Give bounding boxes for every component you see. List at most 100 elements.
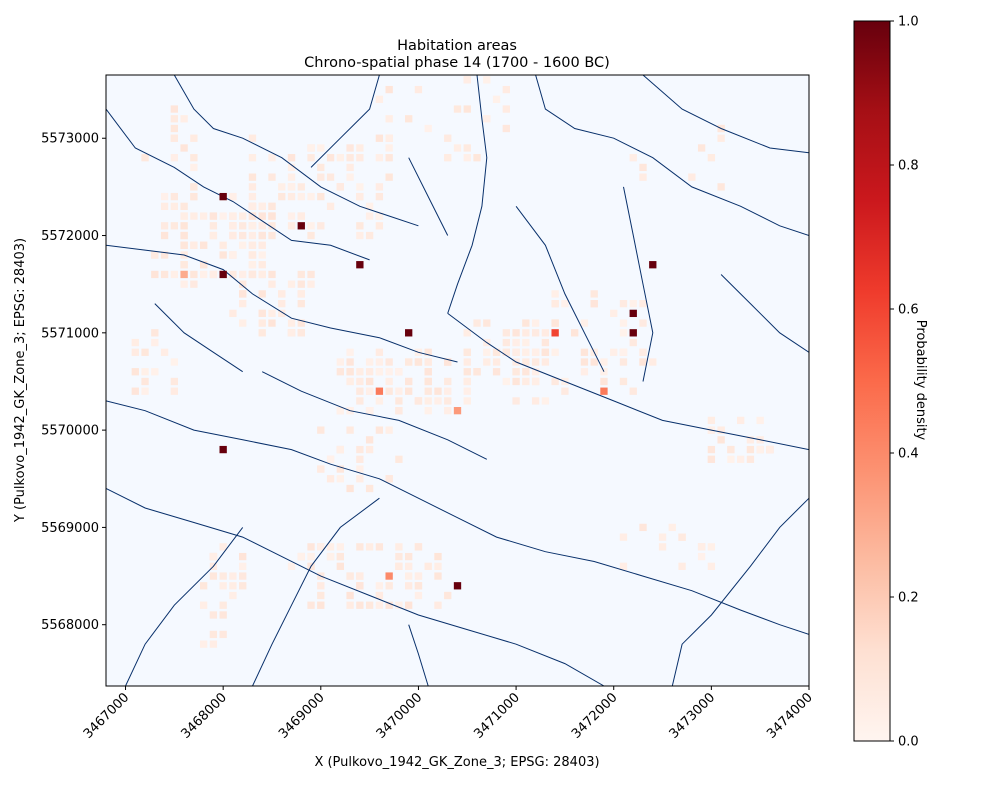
low-density-cell-554 (131, 387, 139, 395)
low-density-cell-511 (727, 445, 735, 454)
low-density-cell-482 (239, 552, 247, 561)
low-density-cell-451 (297, 552, 305, 561)
low-density-cell-477 (209, 572, 218, 580)
density-cell-8 (219, 445, 227, 454)
low-density-cell-156 (346, 144, 354, 152)
low-density-cell-44 (229, 270, 237, 279)
low-density-cell-597 (336, 445, 344, 454)
low-density-cell-309 (531, 368, 540, 376)
low-density-cell-571 (697, 552, 706, 561)
low-density-cell-345 (629, 338, 637, 347)
low-density-cell-109 (170, 202, 179, 210)
low-density-cell-517 (766, 445, 774, 454)
low-density-cell-535 (453, 105, 462, 113)
colorbar-label: Probability density (913, 320, 928, 441)
density-cell-12 (600, 387, 608, 395)
low-density-cell-34 (160, 192, 169, 201)
low-density-cell-209 (297, 319, 305, 327)
low-density-cell-56 (180, 231, 188, 240)
low-density-cell-543 (385, 115, 393, 123)
low-density-cell-423 (375, 601, 384, 609)
low-density-cell-519 (756, 416, 764, 425)
low-density-cell-102 (229, 212, 237, 220)
low-density-cell-520 (444, 134, 452, 142)
low-density-cell-254 (424, 407, 432, 415)
low-density-cell-144 (375, 183, 384, 191)
low-density-cell-171 (356, 192, 364, 201)
low-density-cell-565 (658, 543, 667, 551)
low-density-cell-285 (336, 368, 344, 376)
low-density-cell-431 (434, 572, 442, 580)
low-density-cell-461 (405, 582, 413, 590)
low-density-cell-103 (180, 280, 188, 288)
low-density-cell-372 (531, 348, 540, 356)
low-density-cell-604 (170, 105, 179, 113)
colorbar-tick-label-2: 0.4 (898, 447, 919, 462)
low-density-cell-52 (190, 280, 198, 288)
low-density-cell-379 (551, 299, 559, 308)
low-density-cell-419 (434, 601, 442, 609)
low-density-cell-265 (424, 397, 432, 405)
low-density-cell-591 (356, 475, 364, 483)
low-density-cell-454 (444, 591, 452, 600)
low-density-cell-584 (356, 445, 364, 454)
y-tick-label-5: 5573000 (41, 132, 99, 147)
low-density-cell-71 (199, 241, 208, 249)
low-density-cell-393 (580, 319, 589, 327)
low-density-cell-570 (697, 543, 706, 551)
low-density-cell-325 (512, 397, 520, 405)
low-density-cell-518 (756, 445, 764, 454)
low-density-cell-94 (229, 222, 237, 230)
low-density-cell-336 (531, 358, 540, 366)
low-density-cell-160 (356, 154, 364, 162)
low-density-cell-91 (160, 251, 169, 259)
low-density-cell-540 (492, 95, 501, 103)
low-density-cell-297 (541, 397, 550, 405)
low-density-cell-200 (297, 290, 305, 298)
low-density-cell-130 (287, 192, 296, 201)
low-density-cell-117 (258, 231, 266, 240)
low-density-cell-370 (580, 348, 589, 356)
low-density-cell-471 (199, 582, 208, 590)
low-density-cell-495 (746, 436, 755, 444)
colorbar-tick-label-5: 1.0 (898, 15, 919, 30)
low-density-cell-469 (326, 543, 335, 551)
low-density-cell-524 (385, 144, 393, 152)
low-density-cell-364 (551, 319, 559, 327)
low-density-cell-446 (317, 591, 325, 600)
low-density-cell-317 (551, 377, 559, 386)
low-density-cell-544 (375, 95, 384, 103)
low-density-cell-190 (268, 309, 276, 318)
low-density-cell-442 (375, 582, 384, 590)
low-density-cell-381 (580, 358, 589, 366)
low-density-cell-550 (151, 338, 159, 347)
river-16 (515, 205, 605, 372)
low-density-cell-338 (463, 368, 471, 376)
low-density-cell-555 (170, 358, 179, 366)
low-density-cell-476 (199, 601, 208, 609)
low-density-cell-219 (239, 270, 247, 279)
low-density-cell-552 (141, 387, 149, 395)
low-density-cell-105 (151, 270, 159, 279)
low-density-cell-159 (248, 134, 257, 142)
low-density-cell-245 (444, 377, 452, 386)
low-density-cell-82 (170, 270, 179, 279)
low-density-cell-151 (248, 154, 257, 162)
low-density-cell-187 (258, 270, 266, 279)
low-density-cell-299 (483, 319, 491, 327)
low-density-cell-438 (336, 543, 344, 551)
low-density-cell-436 (434, 552, 442, 561)
low-density-cell-344 (610, 348, 618, 356)
river-14 (623, 186, 654, 382)
low-density-cell-37 (248, 241, 257, 249)
low-density-cell-334 (512, 348, 520, 356)
low-density-cell-485 (219, 582, 227, 590)
low-density-cell-378 (522, 338, 530, 347)
low-density-cell-536 (453, 144, 462, 152)
low-density-cell-119 (287, 212, 296, 220)
low-density-cell-367 (522, 348, 530, 356)
low-density-cell-80 (180, 202, 188, 210)
low-density-cell-111 (307, 231, 315, 240)
low-density-cell-505 (707, 445, 716, 454)
low-density-cell-276 (356, 368, 364, 376)
